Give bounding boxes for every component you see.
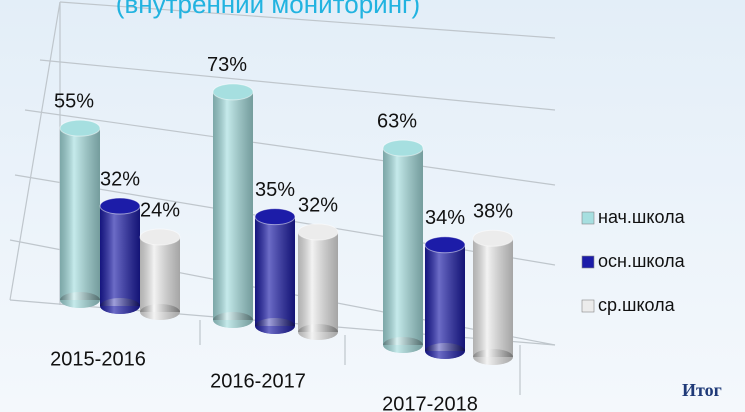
- value-label: 73%: [207, 54, 247, 76]
- x-tick-label: 2017-2018: [382, 393, 478, 412]
- x-tick-label: 2016-2017: [210, 370, 306, 392]
- value-label: 35%: [255, 179, 295, 201]
- bar-shade-bottom: [140, 304, 180, 320]
- bar-shade: [60, 128, 100, 300]
- bar-shade-bottom: [60, 292, 100, 308]
- bar-top: [59, 119, 101, 137]
- bar-top: [212, 83, 254, 101]
- bar: [59, 119, 101, 308]
- bar: [99, 197, 141, 314]
- bar-shade-bottom: [255, 318, 295, 334]
- value-label: 32%: [298, 194, 338, 216]
- bar-shade: [473, 238, 513, 357]
- bar: [424, 236, 466, 359]
- legend-label: осн.школа: [598, 251, 686, 271]
- value-label: 63%: [377, 110, 417, 132]
- bar-top: [297, 223, 339, 241]
- bar: [297, 223, 339, 340]
- bar-shade: [140, 237, 180, 312]
- value-label: 24%: [140, 199, 180, 221]
- note: Итог: [682, 380, 722, 400]
- bar-shade-bottom: [100, 298, 140, 314]
- bar-top: [472, 229, 514, 247]
- bar-top: [99, 197, 141, 215]
- bar-shade: [425, 244, 465, 351]
- bar-shade-bottom: [298, 324, 338, 340]
- chart-title: (внутренний мониторинг): [116, 0, 420, 19]
- bar-top: [139, 228, 181, 246]
- bar: [254, 208, 296, 334]
- legend-label: нач.школа: [598, 207, 686, 227]
- x-tick-label: 2015-2016: [50, 348, 146, 370]
- bar: [139, 228, 181, 320]
- bar-shade-bottom: [213, 312, 253, 328]
- bar: [382, 139, 424, 353]
- bar-shade: [100, 206, 140, 306]
- bar-shade: [255, 216, 295, 326]
- bar-shade: [383, 148, 423, 345]
- bar-top: [382, 139, 424, 157]
- legend-label: ср.школа: [598, 295, 676, 315]
- bar-shade: [213, 91, 253, 320]
- bar: [472, 229, 514, 365]
- value-label: 55%: [54, 90, 94, 112]
- value-label: 32%: [100, 168, 140, 190]
- bar-top: [424, 236, 466, 254]
- bar-shade-bottom: [383, 337, 423, 353]
- bar-shade-bottom: [425, 343, 465, 359]
- bar: [212, 83, 254, 328]
- bar-shade-bottom: [473, 349, 513, 365]
- legend-swatch: [581, 255, 595, 269]
- bar-top: [254, 208, 296, 226]
- legend-swatch: [581, 299, 595, 313]
- value-label: 34%: [425, 207, 465, 229]
- value-label: 38%: [473, 201, 513, 223]
- bar-shade: [298, 232, 338, 332]
- legend-swatch: [581, 211, 595, 225]
